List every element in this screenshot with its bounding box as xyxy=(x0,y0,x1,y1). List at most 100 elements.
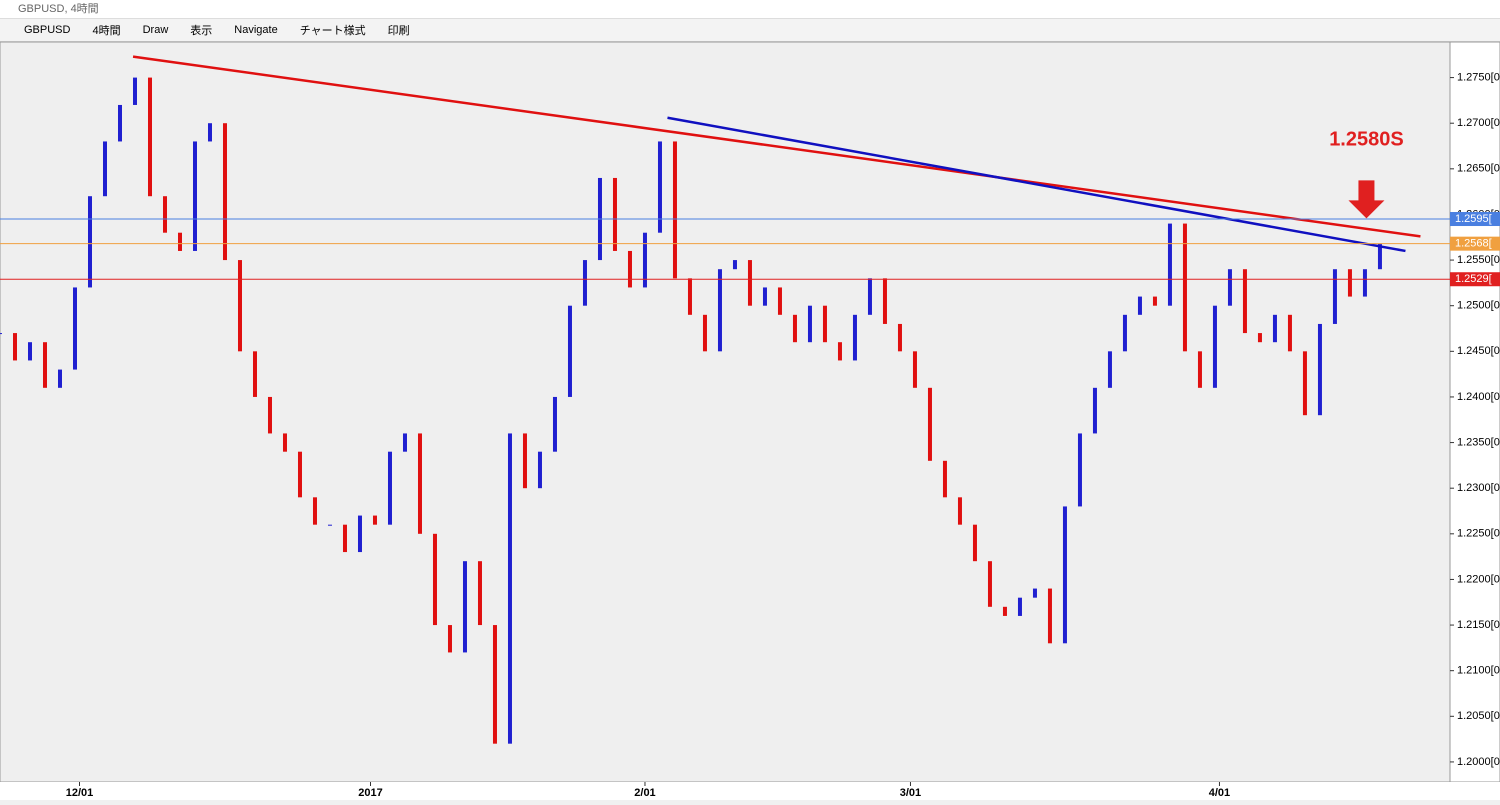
candle xyxy=(507,433,512,744)
candle xyxy=(57,369,62,388)
candle xyxy=(12,333,17,361)
candle xyxy=(297,451,302,498)
candle xyxy=(777,287,782,315)
candle xyxy=(447,625,452,653)
price-label: 1.2568[ xyxy=(1455,238,1492,250)
candle xyxy=(627,250,632,288)
y-tick-label: 1.2750[0 xyxy=(1457,71,1500,83)
toolbar-item[interactable]: Navigate xyxy=(234,24,278,36)
toolbar-item[interactable]: GBPUSD xyxy=(24,24,71,36)
x-tick-label: 2/01 xyxy=(634,787,655,799)
candle xyxy=(537,451,542,489)
candle xyxy=(1212,305,1217,388)
plot-area xyxy=(0,41,1451,783)
candle xyxy=(732,260,737,270)
candle xyxy=(717,269,722,352)
candle xyxy=(102,141,107,197)
candle xyxy=(1257,333,1262,343)
candle xyxy=(1272,314,1277,343)
candle xyxy=(822,305,827,343)
candle xyxy=(747,260,752,306)
toolbar: GBPUSD 4時間 Draw 表示 Navigate チャート様式 印刷 xyxy=(0,19,1500,42)
candle xyxy=(672,141,677,279)
candle xyxy=(582,260,587,306)
candle xyxy=(552,396,557,452)
candle xyxy=(207,123,212,142)
candle xyxy=(657,141,662,233)
candle xyxy=(972,524,977,562)
trend-line xyxy=(667,116,1406,253)
candle xyxy=(387,451,392,525)
candle xyxy=(1182,223,1187,352)
price-label: 1.2595[ xyxy=(1455,213,1492,225)
window-title: GBPUSD, 4時間 xyxy=(0,0,1500,19)
candle xyxy=(1017,597,1022,616)
candle xyxy=(522,433,527,489)
candle xyxy=(222,123,227,261)
chart: 1.2000[0 1.2050[0 1.2100[0 1.2150[0 1.2200[0… xyxy=(0,41,1500,800)
candle xyxy=(1092,387,1097,434)
toolbar-item[interactable]: Draw xyxy=(142,24,169,36)
candle xyxy=(837,342,842,361)
trend-line xyxy=(132,55,1421,238)
candle xyxy=(882,278,887,324)
candle xyxy=(0,333,2,335)
candle xyxy=(132,77,137,105)
candle xyxy=(852,314,857,361)
y-tick-label: 1.2300[0 xyxy=(1457,482,1500,494)
x-tick-label: 3/01 xyxy=(900,787,921,799)
y-tick-label: 1.2100[0 xyxy=(1457,665,1500,677)
candle xyxy=(957,497,962,525)
candle xyxy=(1122,314,1127,352)
x-tick-label: 4/01 xyxy=(1209,787,1230,799)
candle xyxy=(1032,588,1037,598)
candle xyxy=(912,351,917,388)
candle xyxy=(372,515,377,525)
candle xyxy=(987,561,992,607)
x-axis xyxy=(0,782,1500,800)
candle xyxy=(357,515,362,553)
candle xyxy=(27,342,32,361)
candle xyxy=(342,524,347,553)
candle xyxy=(1062,506,1067,644)
candle xyxy=(1347,269,1352,297)
candle xyxy=(432,533,437,626)
candle xyxy=(477,561,482,626)
y-tick-label: 1.2700[0 xyxy=(1457,117,1500,129)
candle xyxy=(417,433,422,534)
x-tick-label: 2017 xyxy=(358,787,382,799)
candle xyxy=(1047,588,1052,644)
candle xyxy=(162,196,167,233)
candle xyxy=(642,232,647,288)
candle xyxy=(147,77,152,197)
candle xyxy=(462,561,467,653)
price-label-box xyxy=(1450,236,1500,251)
candle xyxy=(1377,243,1382,270)
candle xyxy=(237,260,242,352)
candle xyxy=(612,177,617,251)
price-label: 1.2529[ xyxy=(1455,273,1492,285)
price-label-box xyxy=(1450,212,1500,227)
candle xyxy=(687,278,692,315)
candle xyxy=(252,351,257,397)
candle xyxy=(1287,314,1292,352)
candle xyxy=(762,287,767,306)
candle xyxy=(942,460,947,498)
toolbar-item[interactable]: チャート様式 xyxy=(299,25,366,37)
candle xyxy=(1302,351,1307,416)
candle xyxy=(192,141,197,251)
toolbar-item[interactable]: 印刷 xyxy=(387,25,410,37)
toolbar-item[interactable]: 表示 xyxy=(190,25,213,37)
candle xyxy=(1107,351,1112,388)
candle xyxy=(87,196,92,288)
annotation-arrow xyxy=(1348,180,1385,219)
candle xyxy=(117,104,122,142)
y-tick-label: 1.2250[0 xyxy=(1457,528,1500,540)
candle xyxy=(927,387,932,461)
y-tick-label: 1.2450[0 xyxy=(1457,345,1500,357)
toolbar-item[interactable]: 4時間 xyxy=(92,25,121,37)
candle xyxy=(42,342,47,388)
candle xyxy=(327,524,332,526)
candle xyxy=(567,305,572,397)
